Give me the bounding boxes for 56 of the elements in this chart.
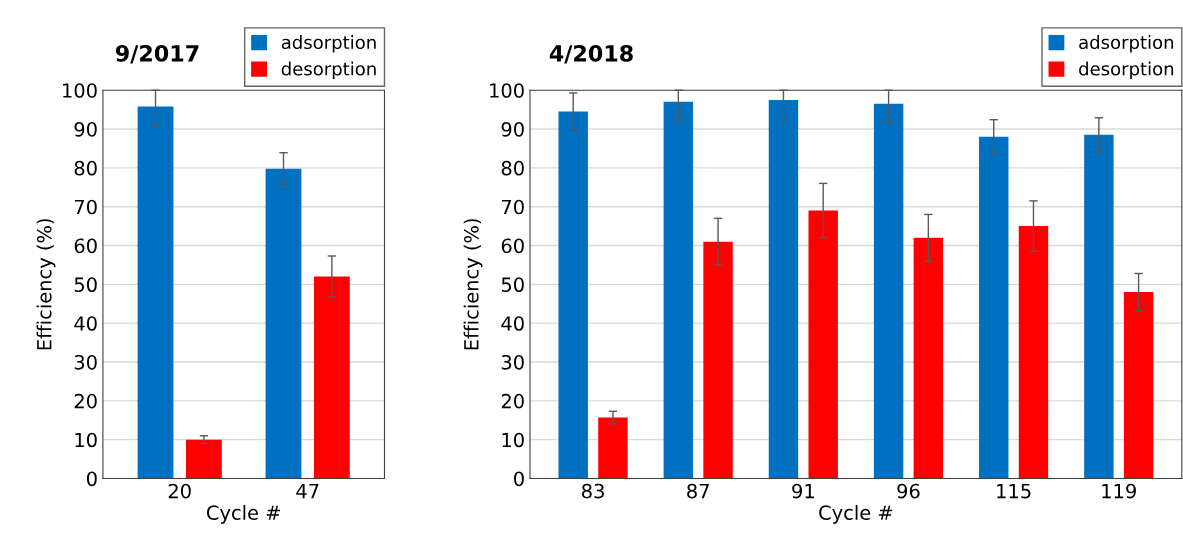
bar	[598, 417, 628, 479]
bar	[1123, 292, 1154, 479]
y-tick-label: 80	[501, 160, 524, 176]
y-axis-title: Efficiency (%)	[36, 219, 56, 350]
x-tick-label: 91	[792, 483, 814, 499]
chart-title: 4/2018	[549, 44, 633, 64]
x-tick-label: 87	[687, 483, 709, 499]
y-tick-label: 30	[501, 354, 524, 370]
y-tick-label: 10	[75, 432, 97, 448]
bar	[313, 276, 350, 479]
bar	[558, 111, 588, 479]
y-tick-label: 80	[74, 160, 97, 176]
legend-label: desorption	[1079, 61, 1174, 80]
bar	[1084, 134, 1114, 479]
x-tick-label: 96	[897, 483, 920, 499]
x-tick-label: 47	[296, 483, 319, 499]
y-tick-label: 30	[74, 354, 97, 370]
y-tick-label: 0	[86, 471, 97, 487]
y-tick-label: 20	[74, 393, 97, 409]
y-tick-label: 70	[74, 199, 97, 215]
bar	[265, 168, 302, 479]
y-tick-label: 90	[501, 121, 524, 137]
y-tick-label: 0	[514, 471, 524, 487]
bar	[768, 99, 799, 479]
bar	[1018, 226, 1049, 479]
y-tick-label: 100	[63, 83, 97, 98]
bar	[913, 237, 944, 479]
y-tick-label: 10	[502, 432, 524, 448]
y-tick-label: 90	[74, 121, 97, 137]
legend-label: desorption	[281, 61, 376, 80]
legend-label: adsorption	[281, 35, 376, 53]
y-tick-label: 40	[501, 316, 524, 331]
y-tick-label: 100	[490, 83, 524, 98]
bar	[808, 210, 838, 479]
bar	[873, 103, 904, 479]
y-tick-label: 20	[501, 393, 524, 409]
y-tick-label: 50	[501, 277, 524, 293]
y-tick-label: 60	[501, 238, 524, 254]
x-tick-label: 20	[168, 483, 191, 499]
x-tick-label: 83	[582, 483, 604, 499]
bar	[663, 101, 694, 479]
bar	[185, 439, 222, 479]
bar	[703, 241, 733, 479]
legend-label: adsorption	[1079, 35, 1174, 53]
y-tick-label: 40	[74, 316, 97, 331]
bar	[137, 106, 174, 479]
x-axis-title: Cycle #	[819, 504, 893, 524]
x-axis-title: Cycle #	[206, 504, 281, 524]
y-tick-label: 50	[74, 277, 97, 293]
x-tick-label: 119	[1102, 483, 1136, 499]
chart-title: 9/2017	[115, 44, 199, 64]
bar	[979, 136, 1009, 479]
y-tick-label: 60	[74, 238, 97, 254]
x-tick-label: 115	[997, 483, 1031, 499]
y-tick-label: 70	[501, 199, 524, 215]
y-axis-title: Efficiency (%)	[463, 219, 483, 350]
